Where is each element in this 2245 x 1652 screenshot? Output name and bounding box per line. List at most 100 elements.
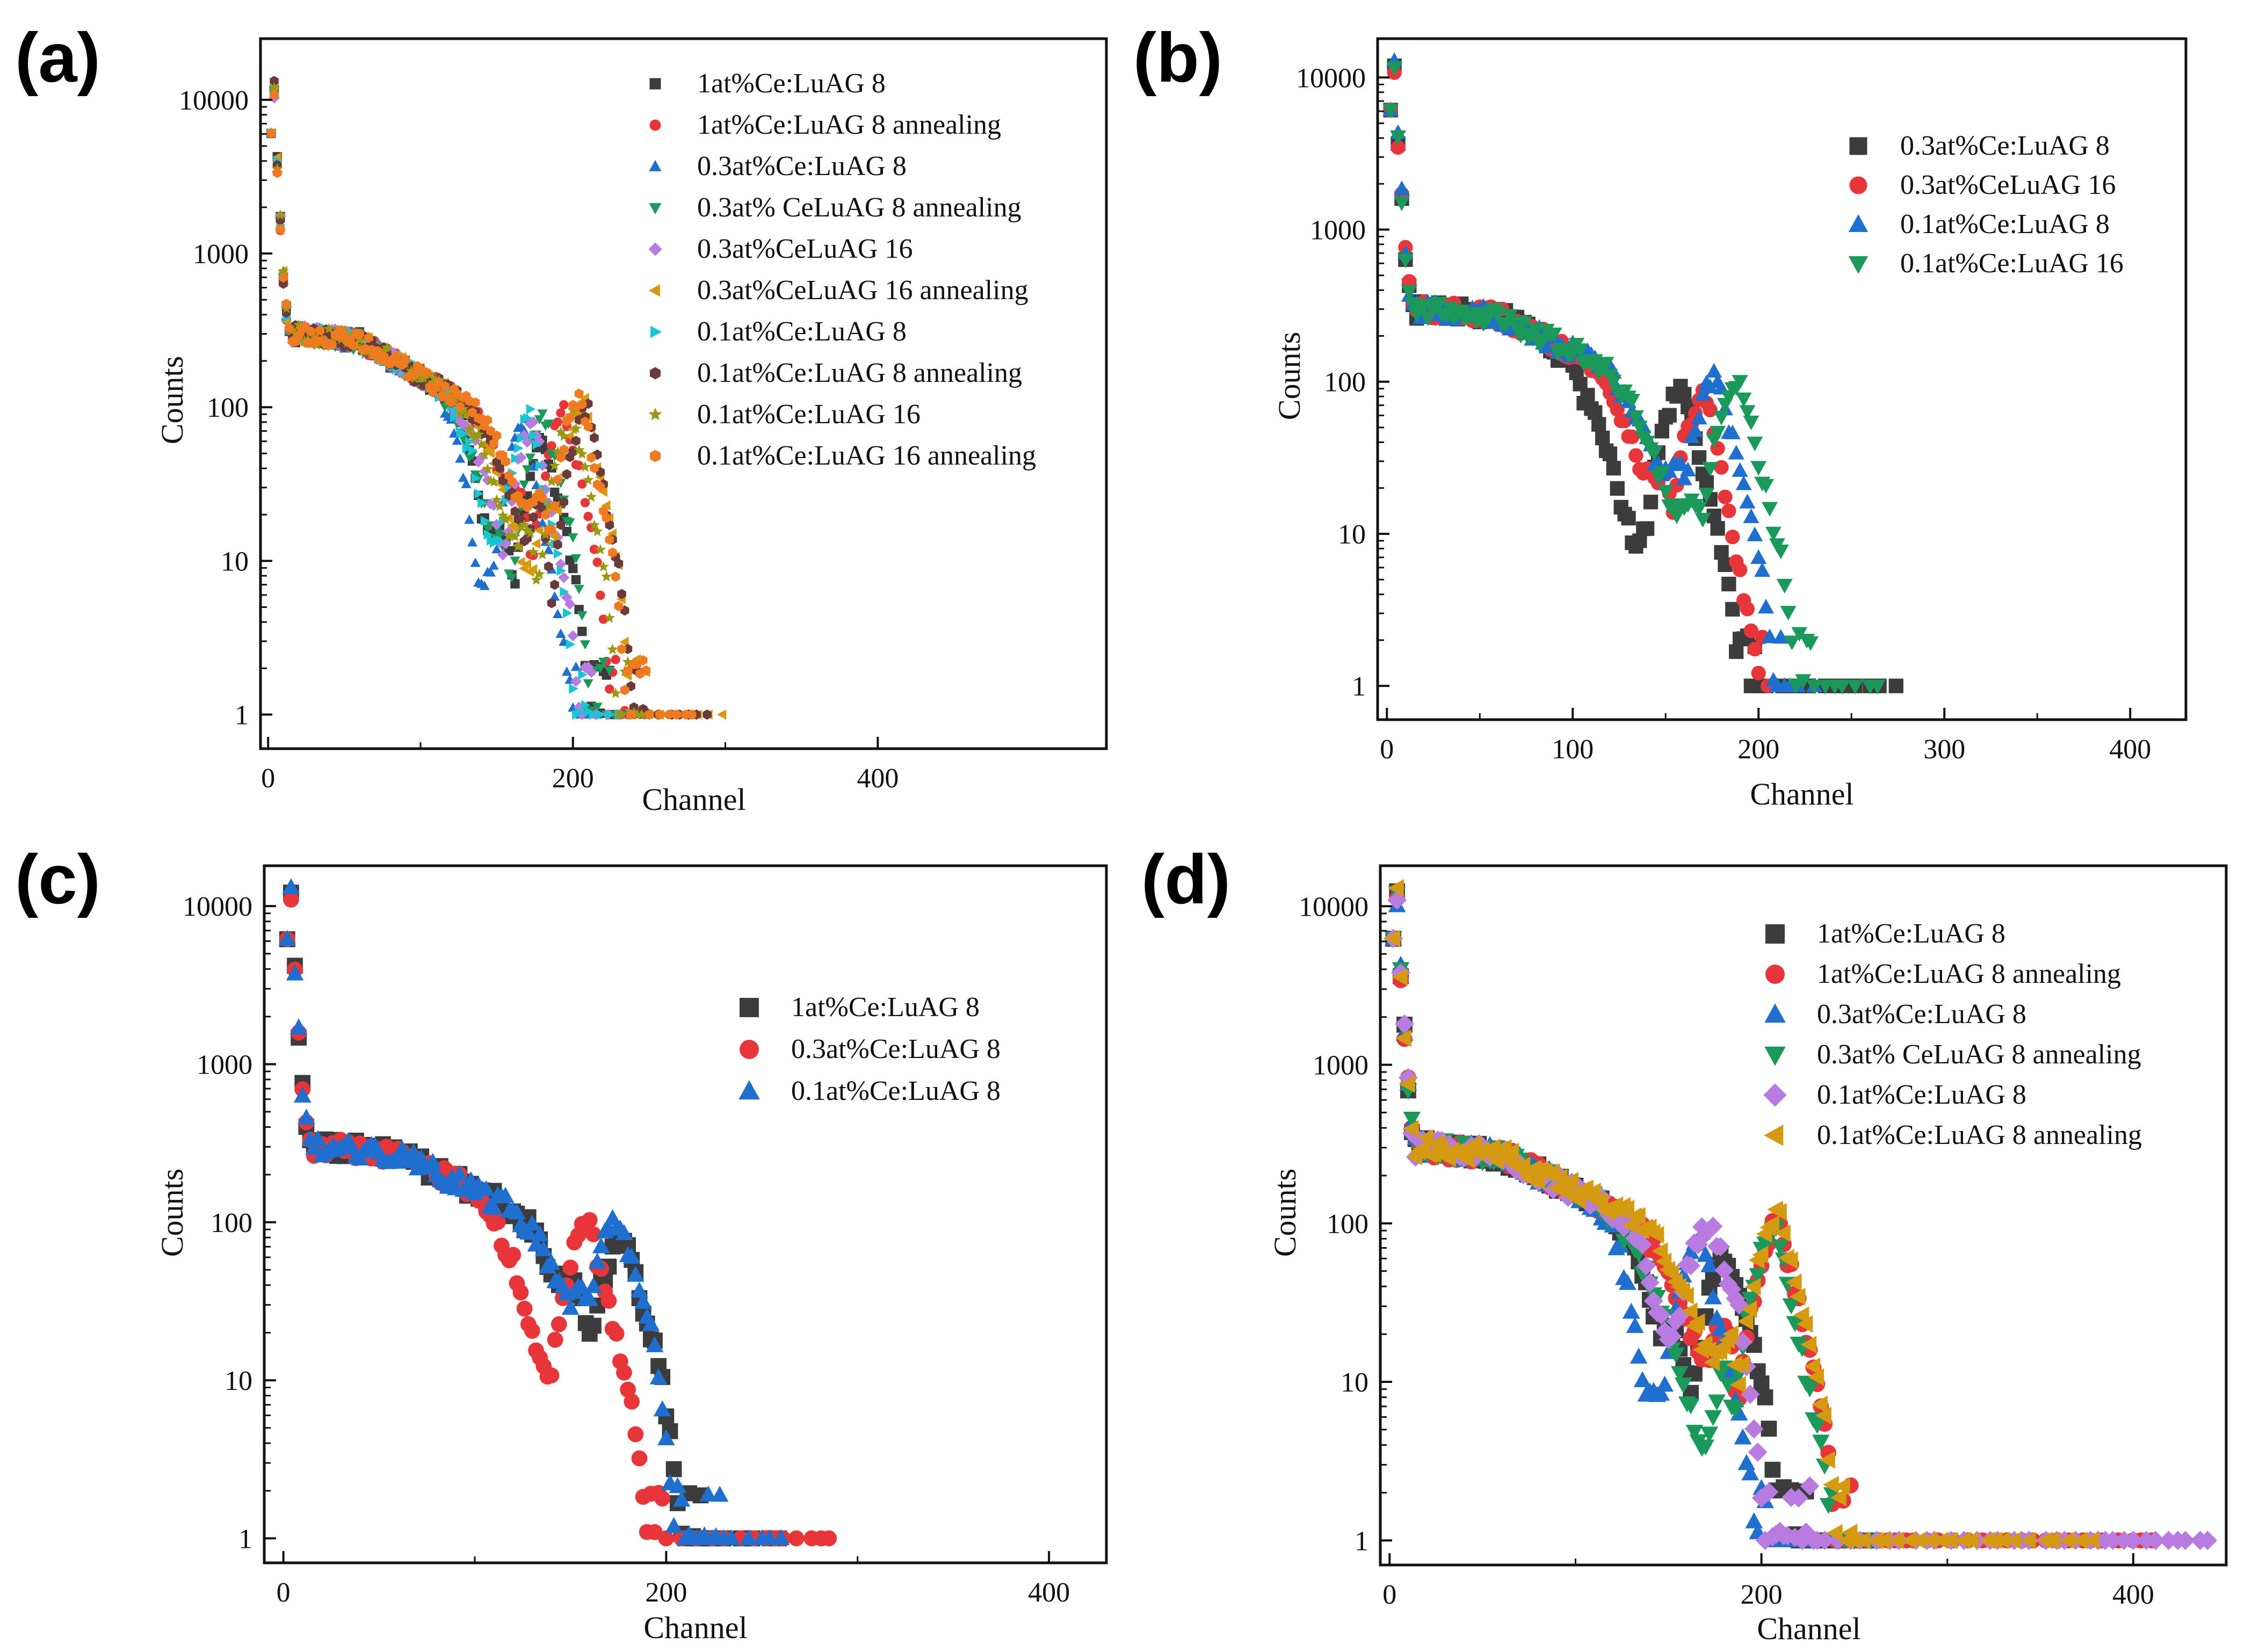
data-point: [583, 511, 593, 521]
y-tick-label: 1000: [1310, 215, 1366, 246]
data-point: [1800, 1336, 1817, 1353]
data-point: [479, 581, 490, 590]
data-point: [537, 409, 548, 419]
data-point: [669, 1477, 687, 1494]
legend-item: 1at%Ce:LuAG 8: [649, 68, 886, 99]
data-point: [460, 408, 472, 419]
data-point: [522, 559, 531, 569]
data-point: [547, 524, 556, 535]
data-point: [634, 1293, 652, 1309]
data-point: [1732, 375, 1748, 390]
data-point: [1845, 1531, 1862, 1549]
data-point: [1761, 1421, 1777, 1437]
data-point: [1726, 1402, 1744, 1419]
legend-marker: [740, 1040, 759, 1059]
data-point: [601, 500, 611, 511]
x-tick-label: 0: [1380, 734, 1394, 765]
data-point: [566, 639, 576, 650]
data-point: [1670, 1366, 1689, 1382]
y-tick-label: 100: [211, 1208, 252, 1238]
data-point: [508, 476, 517, 487]
data-point: [511, 453, 520, 463]
data-point: [1622, 1216, 1638, 1234]
legend-label: 0.1at%Ce:LuAG 8 annealing: [697, 358, 1022, 388]
data-point: [1764, 1461, 1781, 1478]
data-point: [1737, 1313, 1754, 1330]
y-tick-label: 10000: [179, 85, 249, 116]
legend-label: 0.3at%Ce:LuAG 8: [697, 151, 907, 182]
data-point: [559, 400, 569, 410]
series: [266, 89, 697, 720]
data-point: [1740, 602, 1755, 617]
data-point: [476, 439, 487, 450]
data-point: [474, 488, 484, 499]
data-point: [556, 519, 566, 530]
data-point: [309, 1129, 327, 1146]
data-point: [1691, 409, 1707, 425]
data-point: [459, 428, 469, 439]
legend: 1at%Ce:LuAG 8 1at%Ce:LuAG 8 annealing 0.3a…: [648, 68, 1036, 471]
data-point: [581, 700, 591, 711]
data-point: [1399, 1075, 1415, 1093]
data-point: [1771, 1240, 1789, 1256]
data-point: [1721, 503, 1736, 518]
data-point: [534, 568, 545, 579]
data-point: [1704, 1288, 1722, 1305]
data-point: [525, 453, 535, 463]
series: [1384, 890, 2218, 1550]
data-point: [565, 412, 575, 423]
data-point: [418, 373, 429, 383]
data-point: [585, 1317, 602, 1334]
data-point: [468, 407, 477, 418]
data-point: [1729, 1375, 1746, 1394]
data-point: [1614, 1218, 1634, 1237]
data-point: [424, 1153, 441, 1169]
data-point: [600, 1293, 617, 1309]
data-point: [1691, 502, 1707, 517]
data-point: [576, 448, 588, 459]
data-point: [1694, 386, 1711, 401]
data-point: [581, 1290, 599, 1306]
data-point: [1682, 1243, 1700, 1259]
data-point: [543, 419, 554, 429]
data-point: [1584, 1183, 1601, 1200]
y-tick-label: 10: [225, 1366, 252, 1396]
data-point: [1699, 475, 1714, 490]
data-point: [523, 412, 533, 424]
data-point: [541, 510, 550, 520]
data-point: [1420, 311, 1436, 327]
data-point: [1735, 392, 1752, 408]
data-point: [471, 473, 481, 484]
data-point: [1786, 1316, 1804, 1332]
data-point: [1640, 1273, 1660, 1293]
data-point: [497, 484, 507, 495]
data-point: [1772, 544, 1789, 560]
data-point: [586, 452, 596, 463]
data-point: [1758, 479, 1775, 494]
data-point: [480, 516, 490, 526]
legend-label: 0.1at%Ce:LuAG 16 annealing: [697, 440, 1036, 471]
legend-marker: [649, 203, 662, 215]
data-point: [553, 539, 562, 550]
data-point: [627, 1426, 644, 1443]
data-point: [1834, 1477, 1850, 1495]
data-point: [1618, 1199, 1635, 1218]
data-point: [553, 417, 563, 427]
data-point: [551, 1316, 567, 1332]
data-point: [558, 572, 570, 583]
data-point: [467, 537, 478, 547]
data-point: [1591, 417, 1606, 432]
data-point: [1713, 410, 1730, 426]
data-point: [1721, 576, 1736, 592]
data-point: [1719, 1377, 1737, 1394]
data-point: [514, 443, 524, 454]
legend-label: 0.1at%Ce:LuAG 8: [1817, 1079, 2026, 1110]
series: [278, 878, 790, 1546]
data-point: [512, 1284, 529, 1301]
data-point: [550, 579, 559, 590]
data-point: [1772, 629, 1789, 644]
data-point: [468, 445, 478, 455]
data-point: [1743, 508, 1759, 523]
data-point: [1402, 1120, 1419, 1138]
plot-frame: [1376, 37, 2188, 721]
